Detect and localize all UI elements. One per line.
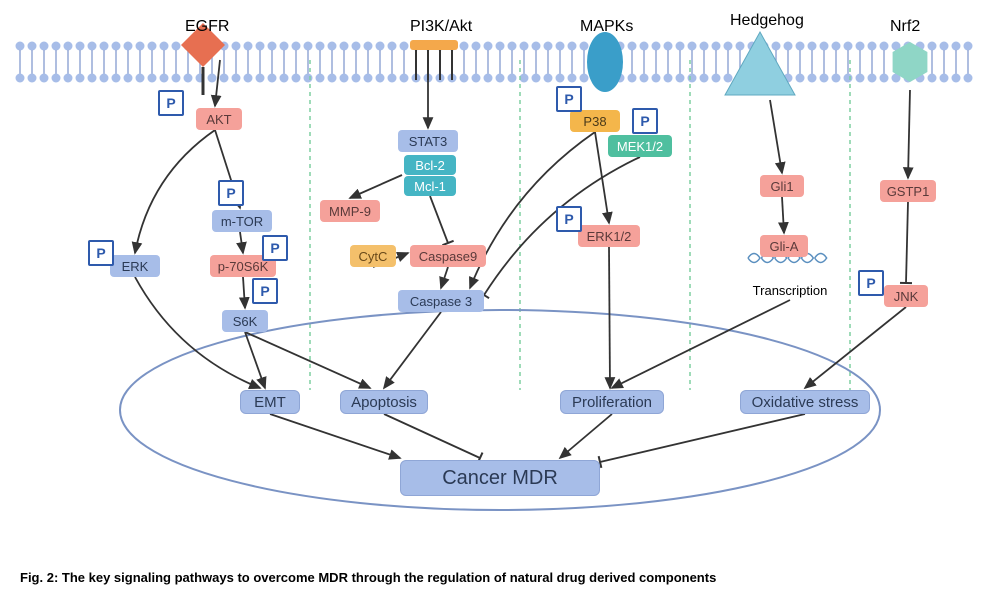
node-casp9: Caspase9 xyxy=(410,245,486,267)
phospho-box: P xyxy=(252,278,278,304)
outcome-oxidative: Oxidative stress xyxy=(740,390,870,414)
node-p38: P38 xyxy=(570,110,620,132)
node-mmp9: MMP-9 xyxy=(320,200,380,222)
node-erk: ERK xyxy=(110,255,160,277)
receptor-label-hedgehog: Hedgehog xyxy=(730,12,804,30)
receptor-label-pi3k: PI3K/Akt xyxy=(410,18,472,36)
edges-layer xyxy=(0,0,993,595)
phospho-box: P xyxy=(262,235,288,261)
node-gstp1: GSTP1 xyxy=(880,180,936,202)
node-gli1: Gli1 xyxy=(760,175,804,197)
node-glia: Gli-A xyxy=(760,235,808,257)
phospho-box: P xyxy=(556,86,582,112)
outcome-cancermdr: Cancer MDR xyxy=(400,460,600,496)
phospho-box: P xyxy=(556,206,582,232)
receptor-label-nrf2: Nrf2 xyxy=(890,18,920,36)
phospho-box: P xyxy=(158,90,184,116)
node-mcl1: Mcl-1 xyxy=(404,176,456,196)
outcome-proliferation: Proliferation xyxy=(560,390,664,414)
figure-caption: Fig. 2: The key signaling pathways to ov… xyxy=(20,570,716,585)
outcome-apoptosis: Apoptosis xyxy=(340,390,428,414)
membrane-layer xyxy=(0,0,993,595)
phospho-box: P xyxy=(88,240,114,266)
node-stat3: STAT3 xyxy=(398,130,458,152)
node-transcription: Transcription xyxy=(740,280,840,300)
node-mek12: MEK1/2 xyxy=(608,135,672,157)
signaling-diagram: EGFR PI3K/Akt MAPKs Hedgehog Nrf2 AKT ERK m-TO… xyxy=(0,0,993,595)
phospho-box: P xyxy=(632,108,658,134)
receptor-label-egfr: EGFR xyxy=(185,18,229,36)
outcome-emt: EMT xyxy=(240,390,300,414)
node-erk12: ERK1/2 xyxy=(578,225,640,247)
receptor-label-mapks: MAPKs xyxy=(580,18,633,36)
node-jnk: JNK xyxy=(884,285,928,307)
node-casp3: Caspase 3 xyxy=(398,290,484,312)
node-cytc: CytC xyxy=(350,245,396,267)
node-mtor: m-TOR xyxy=(212,210,272,232)
phospho-box: P xyxy=(858,270,884,296)
node-akt: AKT xyxy=(196,108,242,130)
node-bcl2: Bcl-2 xyxy=(404,155,456,175)
phospho-box: P xyxy=(218,180,244,206)
node-s6k: S6K xyxy=(222,310,268,332)
